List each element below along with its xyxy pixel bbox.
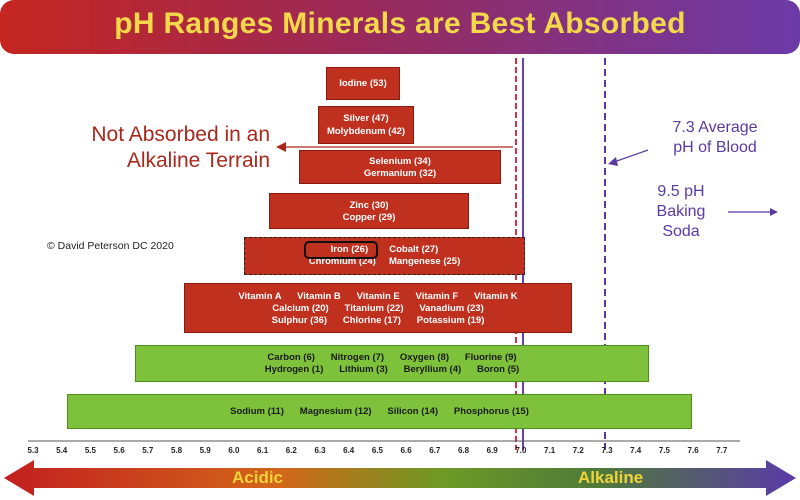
ph-tick-label: 5.5	[84, 446, 96, 455]
ph-tick-label: 7.3	[601, 446, 613, 455]
ph-tick-label: 7.2	[572, 446, 584, 455]
bar-row: Chromium (24) Mangenese (25)	[308, 256, 461, 267]
blood-pointer-head	[608, 157, 618, 166]
bar-row: Vitamin A Vitamin B Vitamin E Vitamin F …	[238, 291, 518, 302]
ph-tick-label: 5.6	[113, 446, 125, 455]
bar-row: Selenium (34)	[369, 156, 431, 167]
annotation-line: Baking	[656, 203, 706, 220]
blood-pointer	[613, 149, 649, 163]
ph-tick-label: 5.7	[142, 446, 154, 455]
ph-tick-label: 6.1	[257, 446, 269, 455]
ph-tick-label: 5.9	[199, 446, 211, 455]
annotation-line: Alkaline Terrain	[126, 149, 270, 172]
ph-tick-label: 6.4	[343, 446, 355, 455]
alkaline-label: Alkaline	[578, 468, 644, 487]
bar-row: Carbon (6) Nitrogen (7) Oxygen (8) Fluor…	[267, 352, 517, 363]
not-absorbed-annotation: Not Absorbed in an Alkaline Terrain	[10, 122, 270, 174]
bar-selenium-germanium: Selenium (34) Germanium (32)	[299, 150, 501, 184]
ph-tick-label: 7.4	[630, 446, 642, 455]
bar-row: Calcium (20) Titanium (22) Vanadium (23)	[272, 303, 484, 314]
blood-ph-annotation: 7.3 Average pH of Blood	[640, 118, 790, 158]
annotation-line: 9.5 pH	[657, 183, 705, 200]
title-banner	[0, 0, 800, 54]
ph-tick-label: 6.5	[371, 446, 383, 455]
baking-soda-arrowhead	[770, 208, 778, 216]
bar-row: Hydrogen (1) Lithium (3) Beryllium (4) B…	[264, 364, 520, 375]
ph-tick-label: 5.3	[27, 446, 39, 455]
bar-iron-cobalt: Iron (26) Cobalt (27) Chromium (24) Mang…	[244, 237, 525, 275]
ph-tick-label: 6.8	[457, 446, 470, 455]
bar-row: Zinc (30)	[349, 200, 389, 211]
bar-row: Sulphur (36) Chlorine (17) Potassium (19…	[271, 315, 485, 326]
ph-tick-label: 7.5	[658, 446, 670, 455]
annotation-line: 7.3 Average	[672, 119, 758, 136]
ph-tick-label: 6.9	[486, 446, 498, 455]
ph-tick-label: 7.6	[687, 446, 699, 455]
ph-tick-label: 5.8	[170, 446, 183, 455]
bar-row: Sodium (11) Magnesium (12) Silicon (14) …	[230, 406, 529, 417]
acid-alkaline-arrow	[4, 460, 796, 496]
bar-row: Germanium (32)	[363, 168, 437, 179]
acidic-label: Acidic	[232, 468, 284, 487]
baking-soda-annotation: 9.5 pH Baking Soda	[636, 182, 726, 242]
ph-tick-label: 5.4	[56, 446, 68, 455]
ph-tick-label: 6.6	[400, 446, 412, 455]
ph-tick-label: 6.3	[314, 446, 326, 455]
ph-tick-label: 6.2	[285, 446, 297, 455]
bar-silver-molybdenum: Silver (47) Molybdenum (42)	[318, 106, 414, 144]
annotation-line: Not Absorbed in an	[91, 123, 270, 146]
iron-highlight-box	[304, 241, 378, 259]
bar-row: Silver (47)	[343, 113, 389, 124]
bar-sodium-magnesium: Sodium (11) Magnesium (12) Silicon (14) …	[67, 394, 692, 429]
bar-row: Copper (29)	[342, 212, 396, 223]
annotation-line: pH of Blood	[673, 139, 757, 156]
bar-row: Iodine (53)	[339, 78, 387, 89]
ph-tick-label: 6.0	[228, 446, 240, 455]
bar-iodine: Iodine (53)	[326, 67, 400, 100]
ph-tick-label: 7.1	[544, 446, 556, 455]
page-title: pH Ranges Minerals are Best Absorbed	[114, 7, 686, 40]
bar-zinc-copper: Zinc (30) Copper (29)	[269, 193, 469, 229]
not-absorbed-arrowhead	[276, 142, 286, 152]
annotation-line: Soda	[662, 223, 700, 240]
bar-vitamins: Vitamin A Vitamin B Vitamin E Vitamin F …	[184, 283, 572, 333]
copyright-text: © David Peterson DC 2020	[47, 240, 174, 252]
ph-tick-label: 7.7	[716, 446, 728, 455]
ph-tick-label: 7.0	[515, 446, 527, 455]
bar-carbon-nitrogen: Carbon (6) Nitrogen (7) Oxygen (8) Fluor…	[135, 345, 649, 382]
ph-tick-label: 6.7	[429, 446, 441, 455]
bar-row: Molybdenum (42)	[326, 126, 406, 137]
bar-row: Iron (26) Cobalt (27)	[330, 244, 439, 255]
